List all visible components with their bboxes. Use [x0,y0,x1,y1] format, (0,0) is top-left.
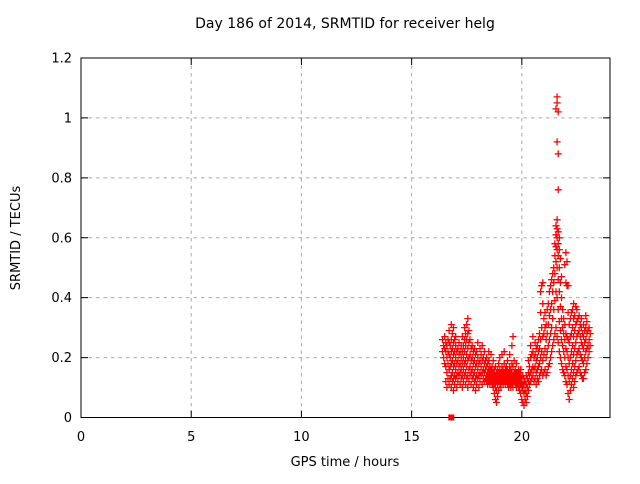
scatter-square-marker [448,414,455,421]
data-points [439,93,594,421]
x-tick-label: 15 [403,430,420,445]
y-axis-label: SRMTID / TECUs [9,186,24,291]
tick-marks [80,57,610,418]
chart-title: Day 186 of 2014, SRMTID for receiver hel… [195,16,495,32]
y-tick-label: 0.2 [51,351,72,366]
scatter-plus-markers [439,93,594,409]
x-tick-label: 10 [293,430,310,445]
y-tick-label: 0.4 [51,291,72,306]
major-grid [81,58,610,418]
y-tick-label: 0.8 [51,171,72,186]
tick-labels: 0 5 10 15 20 0 0.2 0.4 0.6 0.8 1 1.2 [51,52,530,446]
x-tick-label: 20 [514,430,531,445]
x-tick-label: 0 [77,430,85,445]
y-tick-label: 1 [64,111,72,126]
axes-and-ticks [80,57,611,418]
y-tick-label: 1.2 [51,52,72,67]
x-tick-label: 5 [187,430,195,445]
grid-lines [81,58,610,418]
y-tick-label: 0 [64,411,72,426]
y-tick-label: 0.6 [51,231,72,246]
x-axis-label: GPS time / hours [291,455,400,470]
